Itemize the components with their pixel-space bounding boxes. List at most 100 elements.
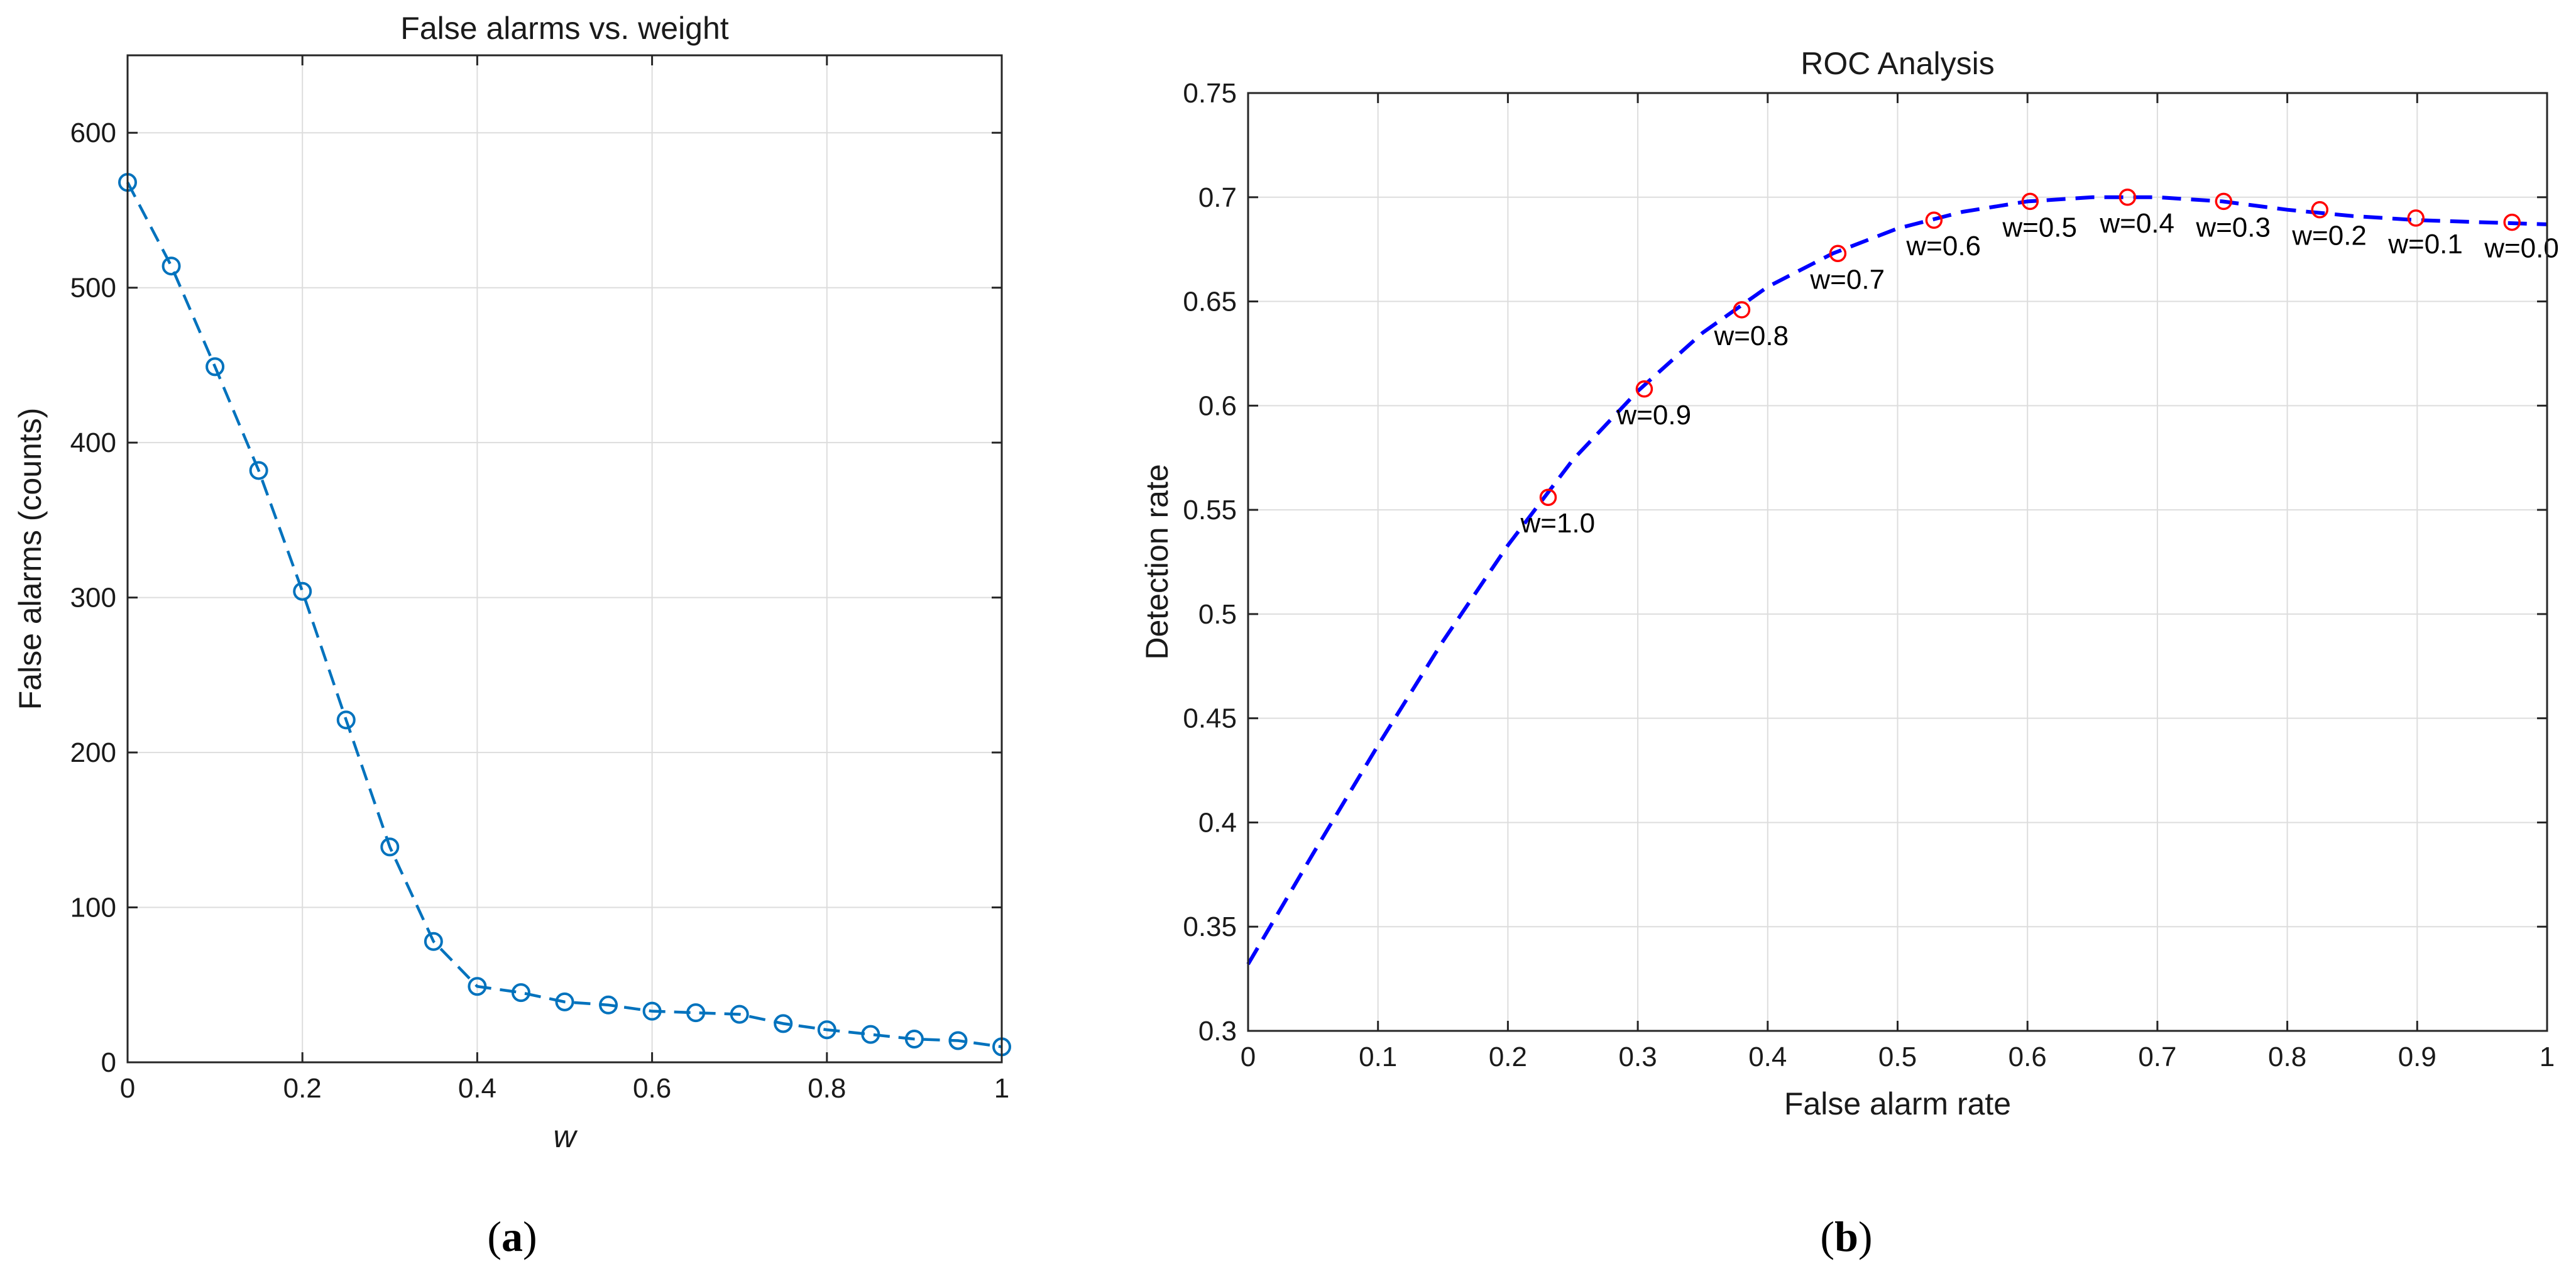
roc-point-marker bbox=[2215, 192, 2233, 211]
data-point-marker bbox=[206, 357, 225, 377]
roc-point-marker bbox=[2118, 189, 2137, 206]
right-chart-markers bbox=[1539, 189, 2521, 506]
data-point-marker bbox=[511, 983, 530, 1003]
left-chart-axes-box bbox=[126, 54, 1003, 1064]
roc-point-marker bbox=[1925, 211, 1943, 229]
x-tick-label: 0.4 bbox=[1748, 1042, 1787, 1072]
roc-point-label: w=0.4 bbox=[2099, 208, 2174, 239]
left-chart-title: False alarms vs. weight bbox=[400, 11, 728, 46]
right-chart-x-axis-label: False alarm rate bbox=[1784, 1086, 2011, 1121]
data-point-marker bbox=[293, 581, 312, 601]
y-tick-label: 0.75 bbox=[1183, 78, 1237, 109]
roc-point-label: w=0.7 bbox=[1809, 264, 1885, 295]
data-point-marker bbox=[904, 1030, 924, 1049]
y-tick-label: 400 bbox=[70, 427, 116, 458]
x-tick-label: 0.2 bbox=[283, 1073, 322, 1104]
left-chart-markers bbox=[118, 173, 1011, 1057]
left-chart-x-ticks: 0 0.2 0.4 0.6 0.8 1 bbox=[120, 55, 1009, 1104]
y-tick-label: 0.4 bbox=[1198, 807, 1237, 838]
y-tick-label: 100 bbox=[70, 893, 116, 923]
roc-point-marker bbox=[2503, 213, 2521, 231]
y-tick-label: 0.7 bbox=[1198, 182, 1237, 213]
data-point-marker bbox=[380, 837, 400, 857]
y-tick-label: 300 bbox=[70, 583, 116, 613]
data-point-marker bbox=[162, 256, 181, 276]
left-chart-x-axis-label: w bbox=[553, 1119, 578, 1154]
data-point-marker bbox=[468, 977, 487, 996]
roc-point-label: w=0.5 bbox=[2002, 212, 2077, 243]
roc-point-marker bbox=[2311, 201, 2329, 219]
left-chart-y-ticks: 0 100 200 300 400 500 600 bbox=[70, 118, 1002, 1078]
left-chart-y-axis-label: False alarms (counts) bbox=[13, 408, 48, 710]
y-tick-label: 0 bbox=[101, 1047, 116, 1078]
roc-point-label: w=0.8 bbox=[1713, 321, 1789, 351]
roc-point-label: w=0.3 bbox=[2195, 212, 2271, 243]
data-point-marker bbox=[599, 995, 618, 1015]
roc-point-label: w=0.6 bbox=[1905, 231, 1981, 261]
x-tick-label: 0.8 bbox=[2268, 1042, 2306, 1072]
x-tick-label: 0.2 bbox=[1489, 1042, 1527, 1072]
x-tick-label: 0.4 bbox=[458, 1073, 496, 1104]
right-chart-x-ticks: 0 0.1 0.2 0.3 0.4 0.5 0.6 0.7 0.8 0.9 1 bbox=[1241, 93, 2555, 1072]
y-tick-label: 500 bbox=[70, 273, 116, 304]
data-point-marker bbox=[642, 1001, 662, 1021]
x-tick-label: 0 bbox=[120, 1073, 135, 1104]
right-chart-caption: (b) bbox=[1820, 1213, 1872, 1260]
y-tick-label: 0.55 bbox=[1183, 495, 1237, 525]
y-tick-label: 0.45 bbox=[1183, 703, 1237, 734]
left-chart-caption-letter: a bbox=[501, 1213, 523, 1260]
y-tick-label: 0.3 bbox=[1198, 1016, 1237, 1047]
data-point-marker bbox=[817, 1020, 836, 1040]
roc-point-label: w=0.2 bbox=[2291, 221, 2367, 251]
roc-point-marker bbox=[1539, 488, 1557, 506]
data-point-marker bbox=[555, 992, 574, 1011]
data-point-marker bbox=[336, 710, 356, 730]
y-tick-label: 0.65 bbox=[1183, 287, 1237, 317]
right-chart-annotations: w=1.0 w=0.9 w=0.8 w=0.7 w=0.6 w=0.5 w=0.4 w=0.3… bbox=[1520, 208, 2558, 539]
chart-false-alarms-vs-weight: 0 0.2 0.4 0.6 0.8 1 0 100 200 300 400 500 600 False… bbox=[13, 11, 1011, 1260]
left-series-line bbox=[126, 182, 1002, 1048]
right-chart-roc-curve bbox=[1246, 195, 2548, 966]
y-tick-label: 0.6 bbox=[1198, 390, 1237, 421]
data-point-marker bbox=[948, 1031, 968, 1050]
roc-point-label: w=0.9 bbox=[1616, 400, 1691, 431]
x-tick-label: 1 bbox=[2540, 1042, 2555, 1072]
x-tick-label: 0.6 bbox=[633, 1073, 671, 1104]
y-tick-label: 600 bbox=[70, 118, 116, 148]
x-tick-label: 0.3 bbox=[1619, 1042, 1657, 1072]
right-chart-y-ticks: 0.3 0.35 0.4 0.45 0.5 0.55 0.6 0.65 0.7 0.75 bbox=[1183, 78, 2547, 1047]
right-chart-caption-letter: b bbox=[1834, 1213, 1858, 1260]
x-tick-label: 0 bbox=[1241, 1042, 1256, 1072]
roc-point-marker bbox=[1635, 380, 1653, 398]
roc-point-marker bbox=[2021, 192, 2039, 211]
x-tick-label: 0.8 bbox=[808, 1073, 846, 1104]
left-chart-caption: (a) bbox=[487, 1213, 537, 1260]
data-point-marker bbox=[774, 1014, 793, 1033]
right-chart-y-axis-label: Detection rate bbox=[1139, 464, 1175, 659]
data-point-marker bbox=[249, 461, 268, 480]
y-tick-label: 200 bbox=[70, 737, 116, 768]
roc-point-marker bbox=[1733, 301, 1751, 319]
data-point-marker bbox=[861, 1025, 880, 1044]
right-chart-title: ROC Analysis bbox=[1800, 46, 1994, 81]
x-tick-label: 0.9 bbox=[2398, 1042, 2436, 1072]
roc-point-label: w=0.1 bbox=[2387, 229, 2463, 260]
x-tick-label: 0.6 bbox=[2009, 1042, 2047, 1072]
roc-point-marker bbox=[2407, 209, 2425, 227]
y-tick-label: 0.5 bbox=[1198, 599, 1237, 630]
roc-curve-line bbox=[1246, 195, 2548, 966]
chart-roc-analysis: w=1.0 w=0.9 w=0.8 w=0.7 w=0.6 w=0.5 w=0.4 w=0.3… bbox=[1139, 46, 2559, 1260]
data-point-marker bbox=[686, 1003, 706, 1023]
y-tick-label: 0.35 bbox=[1183, 911, 1237, 942]
left-chart-grid bbox=[127, 55, 1002, 1063]
roc-point-marker bbox=[1829, 245, 1847, 263]
data-point-marker bbox=[424, 932, 443, 951]
x-tick-label: 0.7 bbox=[2138, 1042, 2176, 1072]
data-point-marker bbox=[730, 1004, 749, 1024]
x-tick-label: 1 bbox=[994, 1073, 1009, 1104]
x-tick-label: 0.5 bbox=[1878, 1042, 1917, 1072]
x-tick-label: 0.1 bbox=[1359, 1042, 1397, 1072]
left-chart-series-line bbox=[126, 182, 1002, 1048]
roc-point-label: w=1.0 bbox=[1520, 508, 1595, 539]
